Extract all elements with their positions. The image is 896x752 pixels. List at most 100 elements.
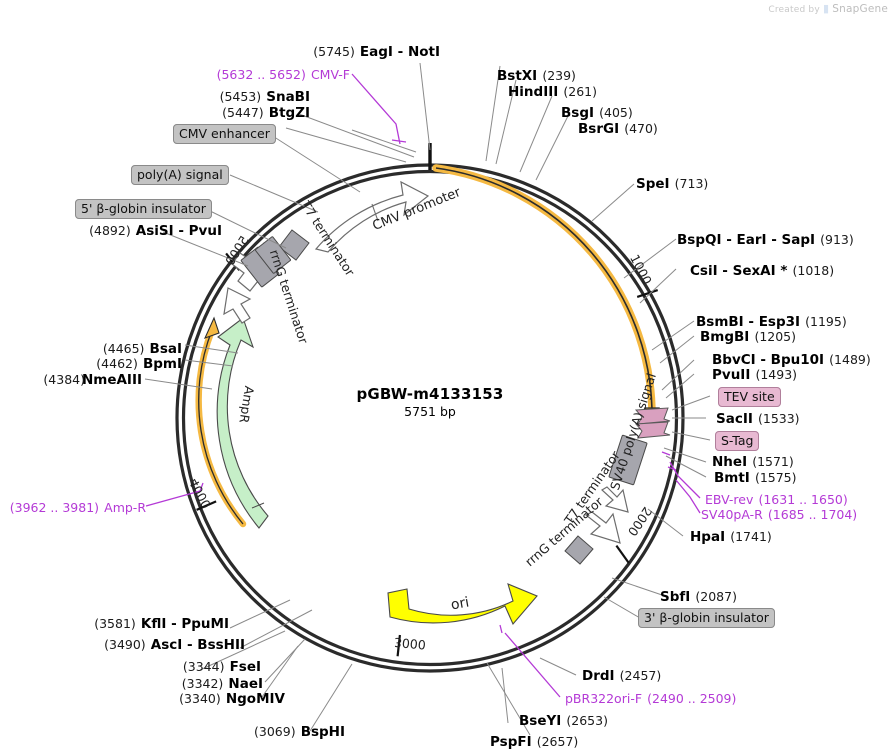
site-bpmi[interactable]: (4462) BpmI: [0, 355, 182, 372]
t7-terminator-arrow-bottom: [600, 486, 629, 513]
site-bbvci-bpu10i[interactable]: BbvCI - Bpu10I (1489): [712, 351, 871, 368]
site-csii-sexai[interactable]: CsiI - SexAI * (1018): [690, 262, 834, 279]
site-position: (470): [624, 121, 658, 136]
ori-arrow: [387, 583, 538, 626]
brand-prefix: Created by: [768, 5, 820, 15]
site-bsmbi-esp3i[interactable]: BsmBI - Esp3I (1195): [696, 313, 847, 330]
site-name: BstXI: [497, 68, 538, 84]
site-bstxi[interactable]: BstXI (239): [497, 67, 576, 84]
site-position: (5447): [222, 105, 264, 120]
site-position: (1533): [757, 411, 800, 426]
site-eagi-noti[interactable]: (5745) EagI - NotI: [200, 43, 440, 60]
site-btgzi[interactable]: (5447) BtgZI: [130, 104, 310, 121]
brand-name: SnapGene: [832, 3, 888, 15]
site-position: (3342): [181, 676, 224, 691]
site-position: (261): [563, 84, 597, 99]
site-name: BsgI: [561, 105, 595, 121]
site-name: BspQI - EarI - SapI: [677, 232, 816, 248]
feature-5prime-globin-insulator[interactable]: 5' β-globin insulator: [75, 199, 212, 219]
site-name: NheI: [712, 454, 748, 470]
feature-polya-signal[interactable]: poly(A) signal: [131, 165, 229, 185]
feature-label: CMV enhancer: [173, 124, 276, 144]
site-position: (4462): [96, 356, 138, 371]
site-snabi[interactable]: (5453) SnaBI: [130, 88, 310, 105]
site-name: SnaBI: [266, 89, 310, 105]
site-position: (4384): [43, 372, 85, 387]
site-bseyi[interactable]: BseYI (2653): [519, 712, 608, 729]
site-hindiii[interactable]: HindIII (261): [508, 83, 597, 100]
feature-cmv-enhancer[interactable]: CMV enhancer: [173, 124, 276, 144]
site-asci-bsshii[interactable]: (3490) AscI - BssHII: [0, 636, 245, 653]
site-fsei[interactable]: (3344) FseI: [0, 658, 261, 675]
site-nmeaiii[interactable]: NmeAIII: [0, 371, 142, 388]
primer-range: (5632 .. 5652): [216, 67, 306, 82]
site-bspqi-eari-sapi[interactable]: BspQI - EarI - SapI (913): [677, 231, 854, 248]
site-name: BmgBI: [700, 329, 750, 345]
site-name: DrdI: [582, 668, 615, 684]
site-hpai[interactable]: HpaI (1741): [690, 528, 772, 545]
feature-label: 3' β-globin insulator: [638, 608, 775, 628]
site-bsrgi[interactable]: BsrGI (470): [578, 120, 658, 137]
site-position: (1195): [805, 314, 847, 329]
primer-ebv-rev[interactable]: EBV-rev (1631 .. 1650): [705, 491, 848, 508]
leader-lines: [144, 62, 711, 736]
feature-label: TEV site: [718, 387, 781, 407]
site-name: SbfI: [660, 589, 691, 605]
site-name: AscI - BssHII: [150, 637, 245, 653]
site-name: BsmBI - Esp3I: [696, 314, 801, 330]
feature-s-tag[interactable]: S-Tag: [715, 431, 760, 451]
site-bmgbi[interactable]: BmgBI (1205): [700, 328, 796, 345]
site-pspfi[interactable]: PspFI (2657): [490, 733, 578, 750]
site-name: EagI - NotI: [359, 44, 440, 60]
primer-cmv-f[interactable]: (5632 .. 5652) CMV-F: [120, 66, 350, 83]
site-name: AsiSI - PvuI: [135, 223, 222, 239]
primer-name: pBR322ori-F: [565, 691, 643, 706]
site-position: (2657): [536, 734, 579, 749]
site-name: BmtI: [714, 470, 750, 486]
site-position: (5745): [313, 44, 355, 59]
feature-3prime-globin-insulator[interactable]: 3' β-globin insulator: [638, 608, 775, 628]
site-name: BpmI: [142, 356, 182, 372]
site-ngomiv[interactable]: (3340) NgoMIV: [0, 690, 285, 707]
feature-label: 5' β-globin insulator: [75, 199, 212, 219]
primer-range: (2490 .. 2509): [647, 691, 737, 706]
site-sacii[interactable]: SacII (1533): [716, 410, 800, 427]
site-position: (1571): [752, 454, 794, 469]
site-position: (1489): [829, 352, 871, 367]
site-pvuii[interactable]: PvuII (1493): [712, 366, 797, 383]
polya-insulator-blocks: [240, 236, 291, 288]
site-bsphi[interactable]: (3069) BspHI: [0, 723, 345, 740]
ampr-arrow: [216, 317, 269, 529]
site-spei[interactable]: SpeI (713): [636, 175, 708, 192]
snapgene-logo-icon: ▮: [822, 2, 830, 15]
primer-range: (1631 .. 1650): [758, 492, 848, 507]
site-naei[interactable]: (3342) NaeI: [0, 675, 263, 692]
site-name: BsaI: [149, 341, 182, 357]
site-name: PspFI: [490, 734, 532, 750]
site-position: (3340): [179, 691, 221, 706]
site-bsai[interactable]: (4465) BsaI: [0, 340, 182, 357]
site-nhei[interactable]: NheI (1571): [712, 453, 794, 470]
site-position: (2653): [566, 713, 608, 728]
site-drdi[interactable]: DrdI (2457): [582, 667, 661, 684]
site-bmti[interactable]: BmtI (1575): [714, 469, 797, 486]
site-position: (913): [820, 232, 854, 247]
rrng-terminator-arrow-top: [223, 287, 252, 324]
primer-pbr322ori-f[interactable]: pBR322ori-F (2490 .. 2509): [565, 690, 736, 707]
site-name: BseYI: [519, 713, 562, 729]
site-sbfi[interactable]: SbfI (2087): [660, 588, 737, 605]
site-bsgi[interactable]: BsgI (405): [561, 104, 633, 121]
site-name: FseI: [229, 659, 261, 675]
primer-amp-r[interactable]: (3962 .. 3981) Amp-R: [0, 499, 146, 516]
site-kfli-ppumi[interactable]: (3581) KflI - PpuMI: [0, 615, 229, 632]
primer-leader-lines: [145, 73, 701, 698]
feature-tev-site[interactable]: TEV site: [718, 387, 781, 407]
site-position: (3069): [254, 724, 296, 739]
feature-label: S-Tag: [715, 431, 760, 451]
primer-name: EBV-rev: [705, 492, 754, 507]
site-asisi-pvui[interactable]: (4892) AsiSI - PvuI: [0, 222, 222, 239]
site-position: (3490): [104, 637, 146, 652]
primer-sv40pa-r[interactable]: SV40pA-R (1685 .. 1704): [701, 506, 857, 523]
site-name: SacII: [716, 411, 753, 427]
scale-tick-3000: 3000: [393, 634, 427, 653]
